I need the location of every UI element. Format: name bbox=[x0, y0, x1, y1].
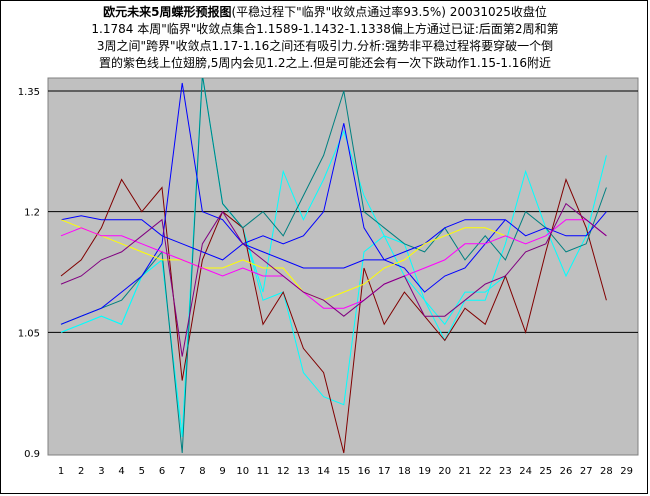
x-tick-label: 12 bbox=[277, 466, 290, 477]
x-tick-label: 24 bbox=[519, 466, 532, 477]
x-tick-label: 21 bbox=[459, 466, 472, 477]
x-tick-label: 1 bbox=[58, 466, 64, 477]
x-tick-label: 3 bbox=[98, 466, 104, 477]
title-bold-part: 欧元未来5周蝶形预报图 bbox=[103, 5, 232, 19]
title-line-1: 欧元未来5周蝶形预报图(平稳过程下"临界"收敛点通过率93.5%) 200310… bbox=[0, 4, 650, 21]
x-tick-label: 28 bbox=[600, 466, 613, 477]
x-tick-label: 18 bbox=[398, 466, 411, 477]
x-tick-label: 8 bbox=[199, 466, 205, 477]
x-tick-label: 14 bbox=[317, 466, 330, 477]
x-tick-label: 7 bbox=[179, 466, 185, 477]
x-tick-label: 13 bbox=[297, 466, 310, 477]
chart-title: 欧元未来5周蝶形预报图(平稳过程下"临界"收敛点通过率93.5%) 200310… bbox=[0, 4, 650, 72]
title-line-1-rest: (平稳过程下"临界"收敛点通过率93.5%) 20031025收盘位 bbox=[231, 5, 547, 19]
x-tick-label: 20 bbox=[438, 466, 451, 477]
y-tick-label: 1.2 bbox=[24, 208, 40, 219]
x-tick-label: 2 bbox=[78, 466, 84, 477]
y-tick-label: 0.9 bbox=[24, 449, 40, 460]
x-tick-label: 4 bbox=[118, 466, 124, 477]
x-tick-label: 6 bbox=[159, 466, 165, 477]
x-tick-label: 15 bbox=[337, 466, 350, 477]
series-line bbox=[60, 202, 607, 357]
x-tick-label: 27 bbox=[580, 466, 593, 477]
plot-area bbox=[47, 77, 639, 456]
series-line bbox=[60, 78, 607, 454]
series-line bbox=[60, 219, 506, 301]
x-tick-label: 29 bbox=[620, 466, 633, 477]
y-tick-label: 1.35 bbox=[18, 87, 40, 98]
series-line bbox=[60, 78, 607, 437]
x-tick-label: 16 bbox=[358, 466, 371, 477]
x-tick-label: 22 bbox=[479, 466, 492, 477]
x-tick-label: 17 bbox=[378, 466, 391, 477]
x-tick-label: 5 bbox=[139, 466, 145, 477]
y-tick-label: 1.05 bbox=[18, 328, 40, 339]
title-line-3: 3周之间"跨界"收敛点1.17-1.16之间还有吸引力.分析:强势非平稳过程将要… bbox=[96, 39, 554, 53]
title-line-2: 1.1784 本周"临界"收敛点集合1.1589-1.1432-1.1338偏上… bbox=[91, 22, 559, 36]
x-tick-label: 9 bbox=[219, 466, 225, 477]
x-tick-label: 26 bbox=[560, 466, 573, 477]
x-tick-label: 11 bbox=[257, 466, 270, 477]
x-tick-label: 23 bbox=[499, 466, 512, 477]
x-tick-label: 10 bbox=[236, 466, 249, 477]
x-tick-label: 25 bbox=[539, 466, 552, 477]
x-tick-label: 19 bbox=[418, 466, 431, 477]
series-line bbox=[60, 177, 607, 454]
series-line bbox=[60, 82, 506, 325]
title-line-4: 置的紫色线上位翅膀,5周内会见1.2之上.但是可能还会有一次下跌动作1.15-1… bbox=[98, 56, 552, 70]
